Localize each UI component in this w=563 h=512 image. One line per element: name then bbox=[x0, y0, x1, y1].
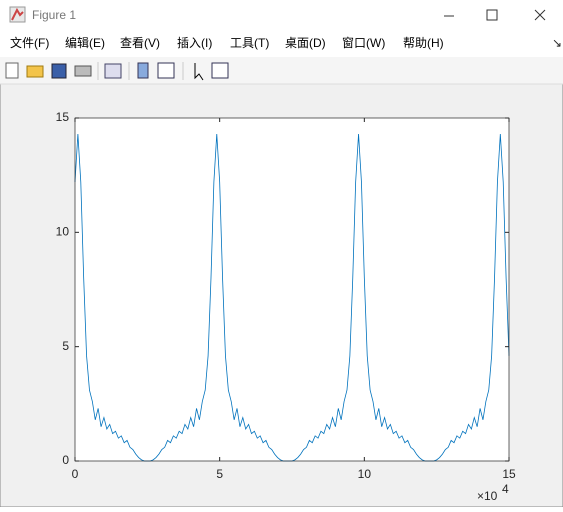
open-icon[interactable] bbox=[26, 65, 44, 78]
new-icon[interactable] bbox=[5, 62, 19, 79]
property-icon[interactable] bbox=[211, 62, 229, 79]
close-button[interactable] bbox=[534, 9, 546, 21]
x-tick-label: 10 bbox=[358, 467, 372, 481]
x-tick-label: 5 bbox=[216, 467, 223, 481]
x-multiplier: ×10 bbox=[477, 489, 498, 503]
x-multiplier-exponent: 4 bbox=[502, 482, 509, 496]
menu-overflow[interactable]: ↘ bbox=[552, 36, 562, 50]
y-tick-label: 0 bbox=[62, 453, 69, 467]
y-tick-label: 10 bbox=[56, 225, 70, 239]
pointer-icon[interactable] bbox=[194, 63, 204, 81]
y-tick-label: 5 bbox=[62, 339, 69, 353]
window-title: Figure 1 bbox=[32, 8, 76, 22]
save-icon[interactable] bbox=[51, 63, 67, 79]
title-bar bbox=[0, 0, 563, 31]
app-icon-glyph bbox=[11, 7, 24, 21]
toolbar bbox=[0, 57, 563, 84]
x-tick-label: 0 bbox=[72, 467, 79, 481]
menu-bar bbox=[0, 31, 563, 57]
axes-background bbox=[75, 118, 509, 461]
menu-item[interactable]: 帮助(H) bbox=[403, 36, 444, 50]
print-icon[interactable] bbox=[74, 65, 92, 77]
menu-item[interactable]: 查看(V) bbox=[120, 36, 160, 50]
legend-icon[interactable] bbox=[157, 62, 175, 79]
menu-item[interactable]: 桌面(D) bbox=[285, 36, 326, 50]
link-icon[interactable] bbox=[104, 63, 122, 79]
menu-item[interactable]: 插入(I) bbox=[177, 36, 212, 50]
menu-item[interactable]: 编辑(E) bbox=[65, 35, 105, 50]
toolbar-icons bbox=[5, 62, 229, 81]
colorbar-icon[interactable] bbox=[137, 62, 149, 79]
y-tick-label: 15 bbox=[56, 110, 70, 124]
menu-item[interactable]: 窗口(W) bbox=[342, 36, 385, 50]
x-tick-label: 15 bbox=[502, 467, 516, 481]
menu-item[interactable]: 工具(T) bbox=[230, 36, 269, 50]
maximize-button[interactable] bbox=[486, 9, 498, 21]
menu-item[interactable]: 文件(F) bbox=[10, 35, 49, 50]
axes-box bbox=[74, 117, 510, 462]
